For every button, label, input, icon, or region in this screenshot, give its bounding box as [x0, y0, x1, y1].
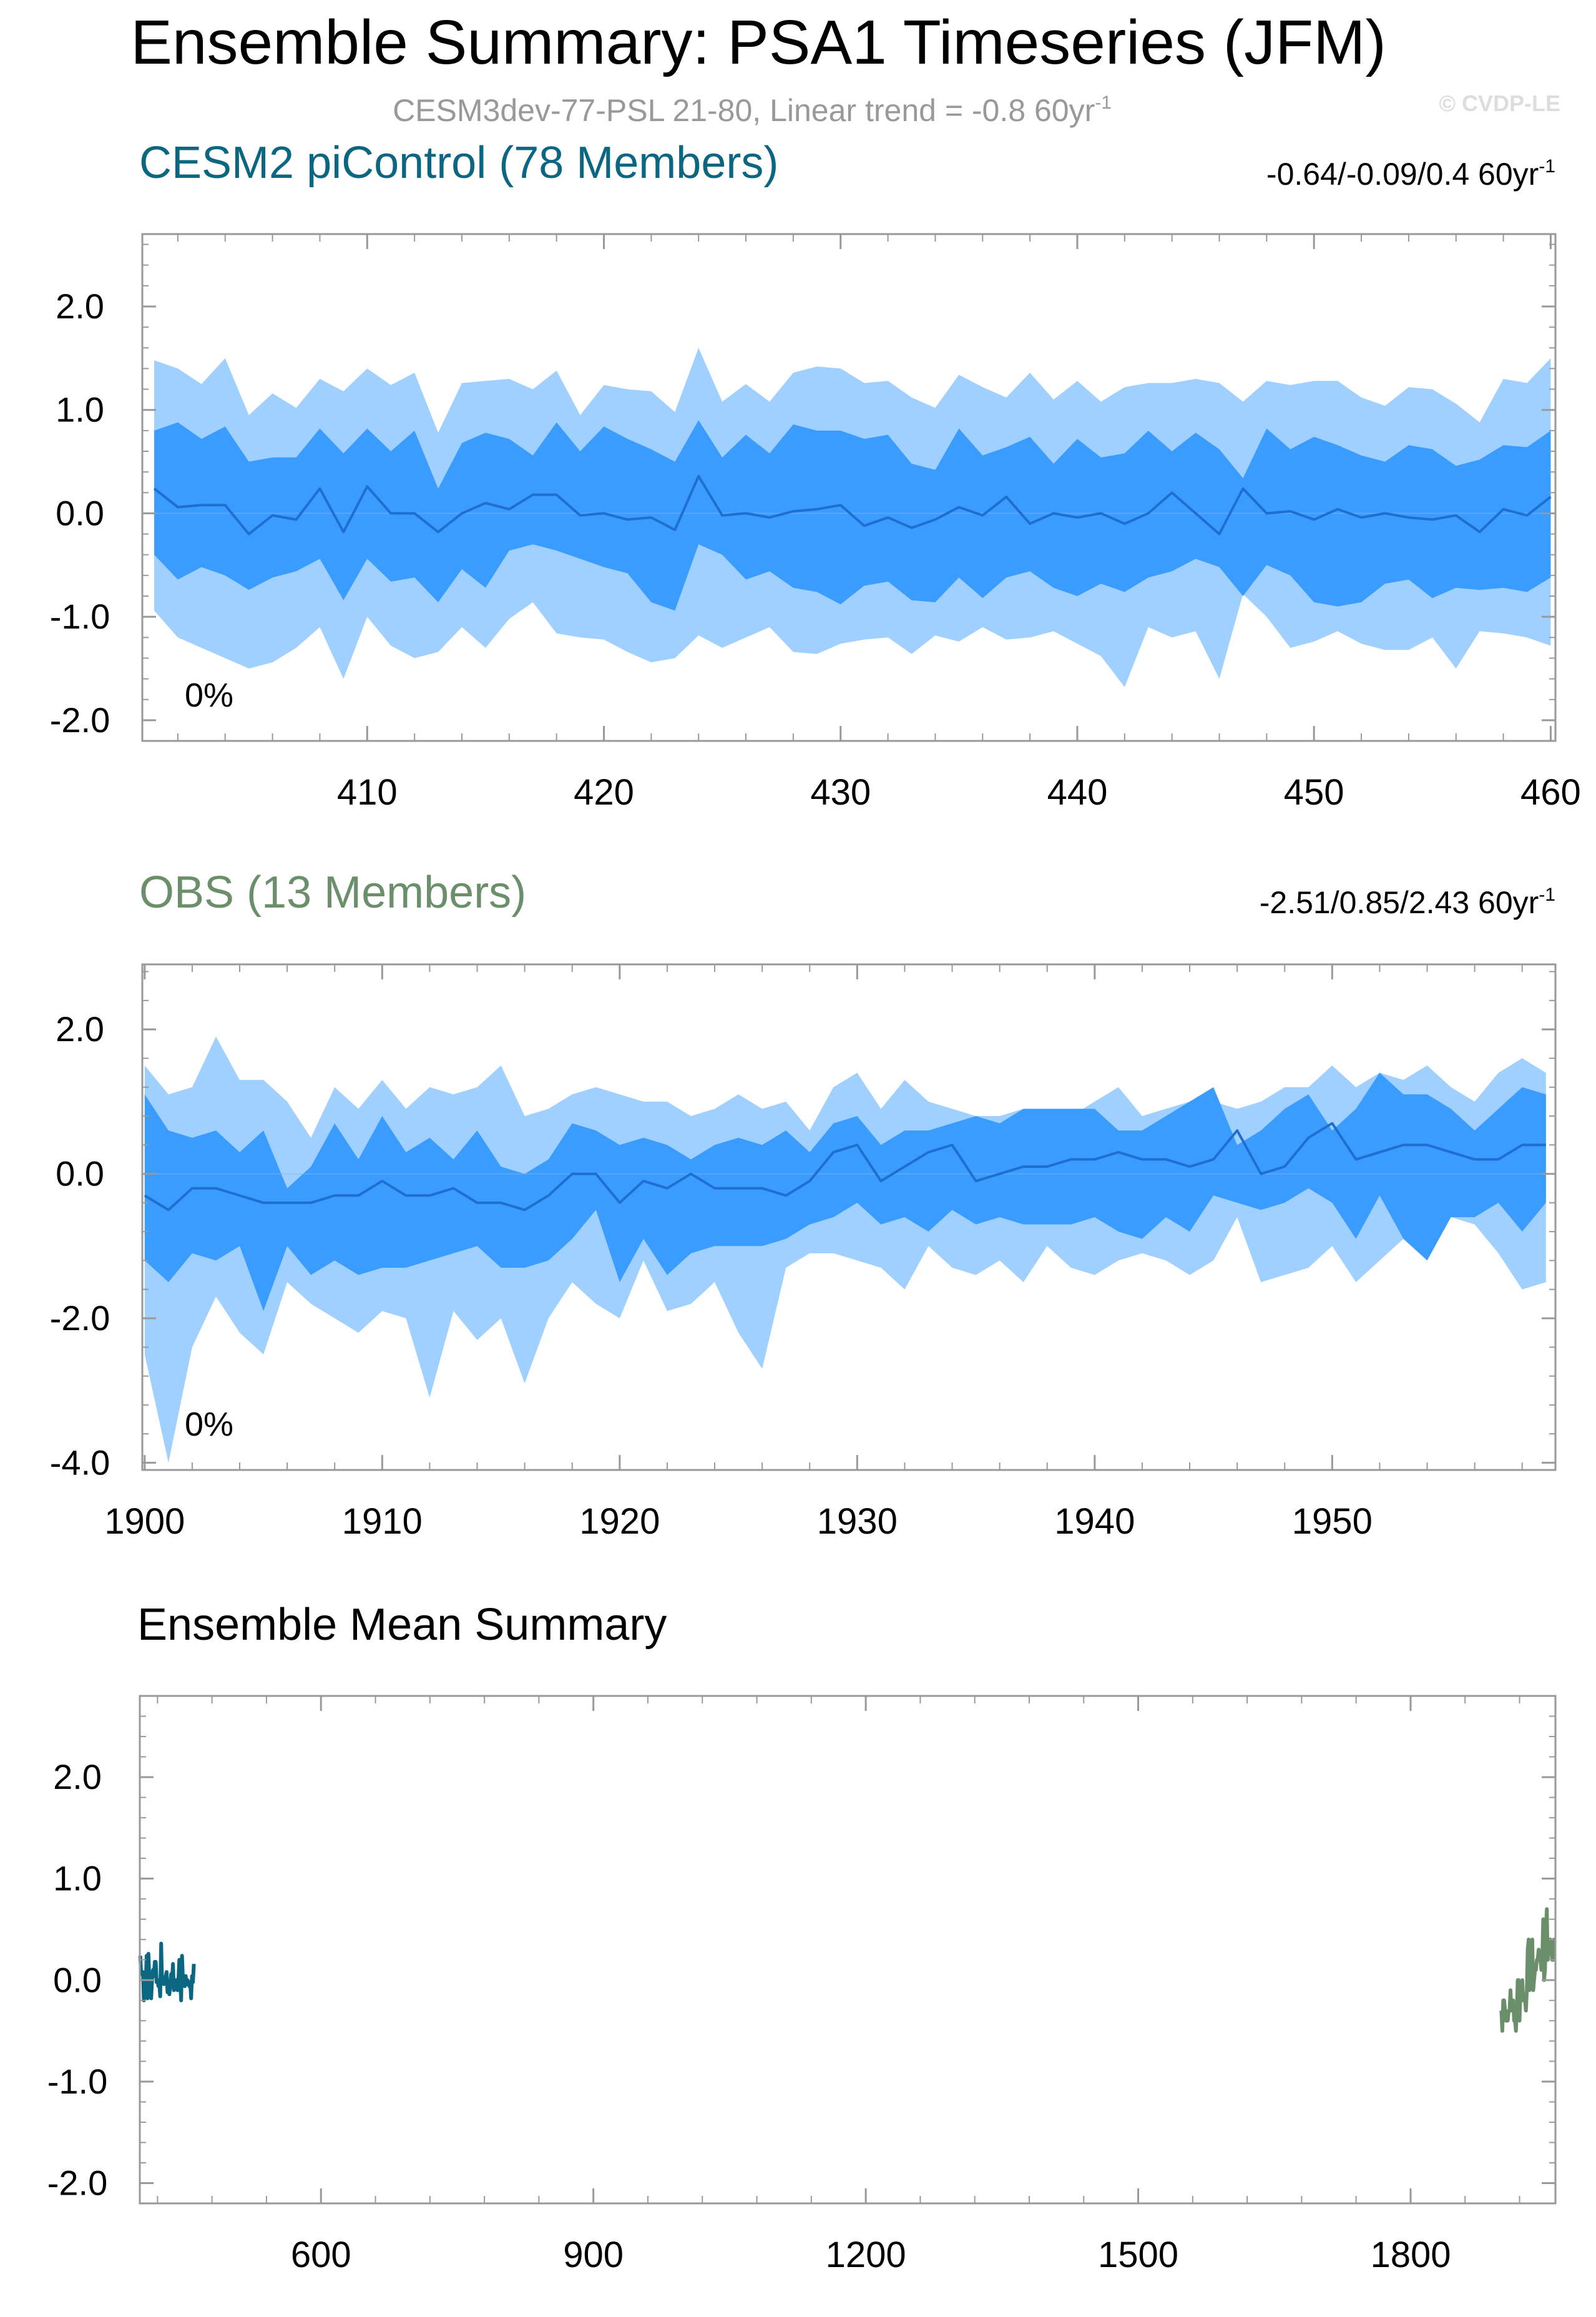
cesm2-percent-label: 0%	[185, 677, 233, 714]
cesm2-panel: 2.0 1.0 0.0 -1.0 -2.0 410 420 430 440 450 460 0%	[50, 233, 1581, 813]
summary-obs-line	[1499, 1907, 1556, 2033]
obs-y-tick-label: 2.0	[56, 1009, 104, 1049]
cesm2-panel-stats-text: -0.64/-0.09/0.4 60yr	[1266, 157, 1539, 192]
obs-y-tick-label: 0.0	[56, 1154, 104, 1193]
cesm2-x-tick-label: 440	[1047, 772, 1108, 813]
cesm2-x-tick-label: 430	[810, 772, 871, 813]
summary-y-tick-label: 1.0	[53, 1859, 102, 1898]
obs-median-line	[144, 1122, 1546, 1212]
obs-panel-title: OBS (13 Members)	[139, 868, 526, 918]
cesm2-x-tick-label: 450	[1284, 772, 1344, 813]
obs-percent-label: 0%	[185, 1406, 233, 1443]
summary-x-tick-label: 600	[291, 2235, 351, 2275]
summary-y-tick-label: 0.0	[53, 1960, 102, 1999]
summary-y-tick-label: 2.0	[53, 1757, 102, 1796]
obs-x-tick-label: 1920	[579, 1501, 660, 1542]
summary-x-tick-label: 1500	[1098, 2235, 1178, 2275]
obs-x-tick-label: 1950	[1292, 1501, 1373, 1542]
cesm2-panel-stats: -0.64/-0.09/0.4 60yr-1	[1266, 156, 1555, 192]
obs-panel-stats: -2.51/0.85/2.43 60yr-1	[1260, 884, 1555, 920]
summary-y-tick-label: -1.0	[47, 2062, 108, 2101]
obs-panel-stats-text: -2.51/0.85/2.43 60yr	[1260, 885, 1539, 920]
summary-plot-frame	[139, 1695, 1557, 2205]
cesm2-y-tick-label: -1.0	[50, 597, 110, 636]
obs-x-tick-label: 1940	[1054, 1501, 1135, 1542]
watermark: © CVDP-LE	[1439, 91, 1560, 116]
figure-subtitle-text: CESM3dev-77-PSL 21-80, Linear trend = -0…	[393, 93, 1095, 128]
summary-x-tick-label: 900	[563, 2235, 624, 2275]
obs-x-tick-label: 1910	[342, 1501, 423, 1542]
obs-y-tick-label: -2.0	[50, 1298, 110, 1338]
summary-cesm2-line	[138, 1941, 196, 2002]
summary-panel: 2.0 1.0 0.0 -1.0 -2.0 600 900 1200 1500 1800	[47, 1695, 1557, 2275]
obs-x-tick-label: 1900	[104, 1501, 185, 1542]
cesm2-x-tick-label: 410	[337, 772, 398, 813]
cesm2-y-tick-label: -2.0	[50, 700, 110, 740]
cesm2-plot-frame	[141, 233, 1557, 742]
figure-subtitle: CESM3dev-77-PSL 21-80, Linear trend = -0…	[393, 92, 1112, 128]
cesm2-panel-stats-sup: -1	[1539, 156, 1555, 177]
obs-panel: 2.0 0.0 -2.0 -4.0 1900 1910 1920 1930 1940 1950 0%	[50, 963, 1557, 1542]
obs-x-tick-label: 1930	[817, 1501, 898, 1542]
obs-inner-band-25-75	[144, 1072, 1546, 1311]
summary-y-tick-label: -2.0	[47, 2163, 108, 2202]
obs-y-tick-label: -4.0	[50, 1443, 110, 1482]
cesm2-x-tick-label: 420	[574, 772, 634, 813]
cesm2-x-tick-label: 460	[1520, 772, 1581, 813]
figure-title: Ensemble Summary: PSA1 Timeseries (JFM)	[130, 7, 1386, 77]
figure-subtitle-sup: -1	[1095, 92, 1112, 113]
cesm2-y-tick-label: 2.0	[56, 287, 104, 326]
cesm2-panel-title: CESM2 piControl (78 Members)	[139, 138, 778, 188]
obs-plot-frame	[141, 963, 1557, 1471]
summary-x-tick-label: 1800	[1370, 2235, 1451, 2275]
cesm2-y-tick-label: 1.0	[56, 390, 104, 429]
summary-x-tick-label: 1200	[826, 2235, 906, 2275]
summary-panel-title: Ensemble Mean Summary	[137, 1600, 667, 1650]
obs-panel-stats-sup: -1	[1539, 884, 1555, 905]
cesm2-y-tick-label: 0.0	[56, 493, 104, 532]
cesm2-median-line	[153, 474, 1552, 536]
